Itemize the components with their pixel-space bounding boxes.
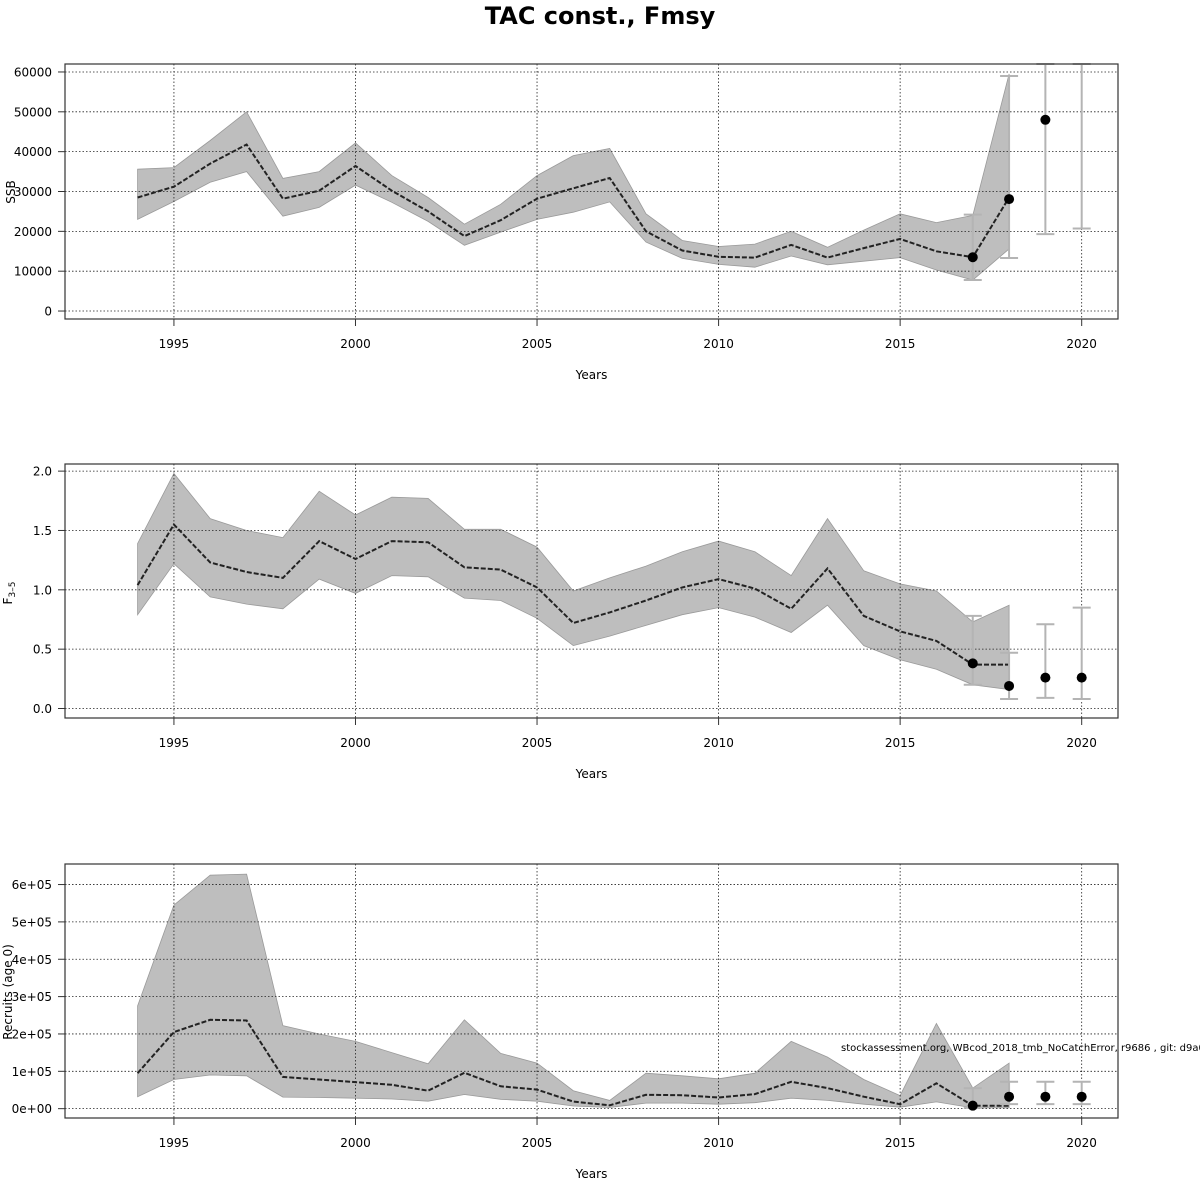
y-axis-label: F3–5 [1,582,18,605]
y-tick-label: 6e+05 [12,878,52,892]
x-axis-label: Years [575,368,608,382]
x-tick-label: 2015 [885,736,916,750]
x-tick-label: 2015 [885,1136,916,1150]
forecast-point [1004,1091,1015,1102]
x-tick-label: 2015 [885,337,916,351]
y-tick-label: 30000 [14,185,52,199]
x-tick-label: 2020 [1066,736,1097,750]
confidence-band [137,873,1010,1109]
y-tick-label: 0.0 [33,702,52,716]
x-tick-label: 1995 [159,736,190,750]
x-tick-label: 1995 [159,1136,190,1150]
x-tick-label: 2020 [1066,337,1097,351]
y-tick-label: 2e+05 [12,1027,52,1041]
x-tick-label: 2010 [703,1136,734,1150]
confidence-band [137,472,1010,690]
forecast-point [1004,194,1015,205]
forecast-point [1076,672,1087,683]
x-tick-label: 2000 [340,337,371,351]
forecast-point [1040,1091,1051,1102]
x-tick-label: 2010 [703,736,734,750]
forecast-point [967,658,978,669]
panel-1: 1995 2000 2005 2010 2015 2020 0 10000 20000 30000… [4,63,1119,382]
estimate-line [137,143,1010,259]
x-axis-label: Years [575,1167,608,1181]
forecast-point [967,252,978,263]
forecast-point [1076,1091,1087,1102]
plot-frame [64,863,1119,1119]
y-tick-label: 60000 [14,65,52,79]
y-tick-label: 3e+05 [12,990,52,1004]
estimate-line [136,522,1010,666]
chart-title: TAC const., Fmsy [484,2,716,30]
y-tick-label: 0 [44,305,52,319]
forecast-point [1004,680,1015,691]
x-tick-label: 2005 [522,1136,553,1150]
y-tick-label: 10000 [14,265,52,279]
x-tick-label: 2000 [340,736,371,750]
y-tick-label: 0.5 [33,643,52,657]
forecast-point [1040,114,1051,125]
y-tick-label: 2.0 [33,465,52,479]
estimate-line [136,1018,1010,1107]
y-axis-label: SSB [4,180,18,203]
panel-2: 1995 2000 2005 2010 2015 2020 0.0 0.5 1.0 1.5 2.0 Y… [1,463,1119,781]
forecast-point [1040,672,1051,683]
x-tick-label: 2020 [1066,1136,1097,1150]
y-tick-label: 4e+05 [12,953,52,967]
y-tick-label: 50000 [14,105,52,119]
x-tick-label: 2000 [340,1136,371,1150]
y-tick-label: 1e+05 [12,1065,52,1079]
y-tick-label: 1.5 [33,524,52,538]
plot-frame [64,463,1119,719]
y-tick-label: 20000 [14,225,52,239]
x-tick-label: 1995 [159,337,190,351]
footnote-text: stockassessment.org, WBcod_2018_tmb_NoCa… [841,1043,1200,1054]
panel-3: 1995 2000 2005 2010 2015 2020 0e+00 1e+05 2e+05 3… [1,863,1119,1181]
y-tick-label: 40000 [14,145,52,159]
forecast-point [967,1100,978,1111]
y-tick-label: 5e+05 [12,915,52,929]
x-tick-label: 2005 [522,736,553,750]
x-tick-label: 2010 [703,337,734,351]
y-axis-label: Recruits (age 0) [1,944,15,1040]
x-tick-label: 2005 [522,337,553,351]
y-tick-label: 0e+00 [12,1102,52,1116]
x-axis-label: Years [575,767,608,781]
y-tick-label: 1.0 [33,583,52,597]
